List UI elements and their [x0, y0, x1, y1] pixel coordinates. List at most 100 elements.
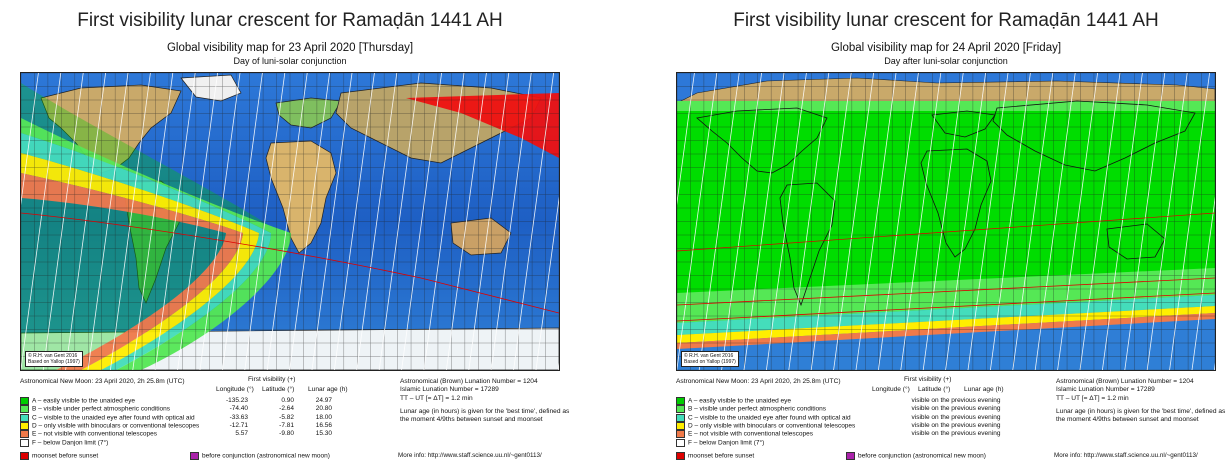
- time-line: [1034, 73, 1076, 370]
- col-longitude: Longitude (°): [216, 386, 254, 393]
- main-title: First visibility lunar crescent for Rama…: [733, 10, 1159, 31]
- col-lunar-age: Lunar age (h): [308, 386, 348, 393]
- conjunction-swatch: [846, 452, 855, 460]
- time-line: [490, 73, 532, 370]
- legend-note: visible on the previous evening: [911, 405, 1001, 413]
- legend-lon-value: -33.63: [229, 413, 248, 421]
- legend-lat-value: -5.82: [279, 413, 294, 421]
- time-line: [177, 73, 218, 370]
- time-line: [922, 73, 964, 370]
- time-line: [356, 73, 398, 370]
- time-line: [132, 73, 174, 370]
- lunation-number: Astronomical (Brown) Lunation Number = 1…: [400, 378, 538, 385]
- legend-label: D – only visible with binoculars or conv…: [688, 422, 856, 430]
- legend-row: C – visible to the unaided eye after fou…: [676, 413, 851, 422]
- legend-lat-value: -9.80: [279, 430, 294, 438]
- legend-label: A – easily visible to the unaided eye: [688, 397, 791, 405]
- time-line: [855, 73, 897, 370]
- legend-swatch: [676, 405, 685, 414]
- time-line: [154, 73, 196, 370]
- legend-swatch: [676, 430, 685, 439]
- legend-lon-value: -135.23: [225, 397, 248, 404]
- time-line: [1057, 73, 1098, 370]
- new-moon-text: Astronomical New Moon: 23 April 2020, 2h…: [676, 378, 841, 385]
- moonset-legend: moonset before sunset: [20, 452, 98, 460]
- time-line: [311, 73, 353, 370]
- time-line: [990, 73, 1031, 370]
- first-visibility-heading: First visibility (+): [904, 376, 952, 383]
- legend-swatch: [20, 438, 29, 447]
- time-line: [244, 73, 286, 370]
- time-line: [1102, 73, 1143, 370]
- map-credit: © R.H. van Gent 2016 Based on Yallop (19…: [681, 351, 739, 367]
- moonset-legend: moonset before sunset: [676, 452, 754, 460]
- grid-lines: [677, 73, 1215, 370]
- time-line: [698, 73, 740, 370]
- legend-note: visible on the previous evening: [911, 397, 1001, 404]
- time-line: [65, 73, 106, 370]
- visibility-bands: [21, 83, 559, 370]
- more-info-link[interactable]: More info: http://www.staff.science.uu.n…: [1054, 452, 1198, 459]
- legend-row: F – below Danjon limit (7°): [20, 438, 109, 447]
- legend-swatch: [20, 421, 29, 430]
- grid-lines: [21, 73, 559, 370]
- legend-label: A – easily visible to the unaided eye: [32, 397, 135, 405]
- time-line: [266, 73, 308, 370]
- red-curve: [21, 212, 559, 314]
- time-line: [401, 73, 442, 370]
- time-lines: [21, 73, 559, 370]
- time-line: [378, 73, 420, 370]
- delta-t: TT – UT [= ΔT] = 1.2 min: [400, 395, 473, 402]
- moonset-swatch: [676, 452, 685, 460]
- time-line: [446, 73, 487, 370]
- legend-age-value: 16.56: [315, 421, 332, 429]
- legend-age-value: 18.00: [315, 413, 332, 421]
- legend-note: visible on the previous evening: [911, 413, 1001, 421]
- legend-label: E – not visible with conventional telesc…: [688, 430, 814, 438]
- red-line-3: [677, 212, 1215, 252]
- islamic-lunation: Islamic Lunation Number = 17289: [400, 386, 499, 393]
- legend-lat-value: -7.81: [279, 421, 294, 429]
- legend-lon-value: -12.71: [229, 421, 248, 429]
- map-note: Day after luni-solar conjunction: [884, 56, 1008, 66]
- time-line: [87, 73, 129, 370]
- legend-row: B – visible under perfect atmospheric co…: [676, 405, 826, 414]
- time-line: [513, 73, 554, 370]
- time-line: [900, 73, 942, 370]
- col-lunar-age: Lunar age (h): [964, 386, 1004, 393]
- time-line: [222, 73, 263, 370]
- more-info-link[interactable]: More info: http://www.staff.science.uu.n…: [398, 452, 542, 459]
- col-latitude: Latitude (°): [918, 386, 951, 393]
- before-conjunction-legend: before conjunction (astronomical new moo…: [846, 452, 986, 460]
- time-line: [1079, 73, 1121, 370]
- time-line: [199, 73, 241, 370]
- time-line: [468, 73, 510, 370]
- visibility-map-23-april: © R.H. van Gent 2016 Based on Yallop (19…: [20, 72, 560, 371]
- red-line: [677, 277, 1215, 306]
- legend-swatch: [20, 397, 29, 405]
- legend-lon-value: -74.40: [229, 405, 248, 413]
- legend-row: D – only visible with binoculars or conv…: [676, 421, 856, 430]
- map-credit: © R.H. van Gent 2016 Based on Yallop (19…: [25, 351, 83, 367]
- time-line: [21, 73, 39, 206]
- legend-swatch: [676, 438, 685, 447]
- time-line: [967, 73, 1009, 370]
- legend-swatch: [20, 405, 29, 414]
- legend-label: F – below Danjon limit (7°): [32, 439, 109, 447]
- legend-row: D – only visible with binoculars or conv…: [20, 421, 199, 430]
- red-line-2: [677, 292, 1215, 322]
- time-line: [110, 73, 151, 370]
- before-conjunction-legend: before conjunction (astronomical new moo…: [190, 452, 330, 460]
- time-line: [334, 73, 375, 370]
- legend-lat-value: 0.90: [281, 397, 294, 404]
- time-line: [878, 73, 919, 370]
- legend-row: A – easily visible to the unaided eye: [20, 397, 135, 405]
- col-latitude: Latitude (°): [262, 386, 295, 393]
- moonset-swatch: [20, 452, 29, 460]
- legend-row: F – below Danjon limit (7°): [676, 438, 764, 447]
- time-line: [1012, 73, 1054, 370]
- legend-age-value: 24.97: [315, 397, 332, 404]
- legend-age-value: 15.30: [315, 430, 332, 438]
- map-note: Day of luni-solar conjunction: [233, 56, 347, 66]
- legend-lon-value: 5.57: [235, 430, 248, 438]
